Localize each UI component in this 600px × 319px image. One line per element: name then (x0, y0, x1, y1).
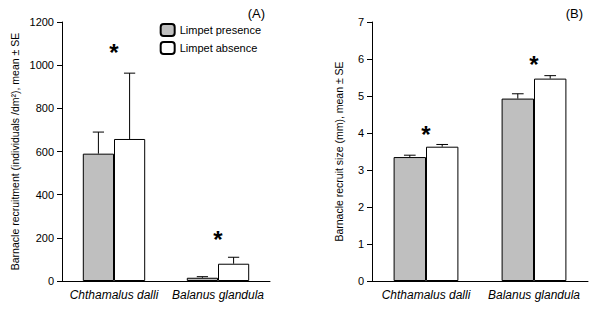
svg-text:Barnacle recruit size (mm), me: Barnacle recruit size (mm), mean ± SE (333, 61, 345, 241)
svg-text:1: 1 (358, 238, 364, 250)
svg-text:1200: 1200 (30, 16, 54, 28)
svg-text:*: * (213, 226, 223, 253)
svg-text:(A): (A) (248, 6, 265, 21)
svg-text:Chthamalus dalli: Chthamalus dalli (70, 288, 159, 302)
svg-text:3: 3 (358, 164, 364, 176)
svg-text:6: 6 (358, 53, 364, 65)
svg-text:(B): (B) (566, 6, 583, 21)
svg-text:Balanus glandula: Balanus glandula (172, 288, 264, 302)
svg-text:Chthamalus dalli: Chthamalus dalli (382, 288, 471, 302)
svg-text:400: 400 (36, 189, 54, 201)
svg-text:0: 0 (48, 275, 54, 287)
svg-text:4: 4 (358, 127, 364, 139)
svg-text:*: * (529, 51, 539, 78)
svg-text:600: 600 (36, 146, 54, 158)
svg-text:200: 200 (36, 232, 54, 244)
svg-text:7: 7 (358, 16, 364, 28)
svg-text:*: * (421, 121, 431, 148)
svg-text:800: 800 (36, 102, 54, 114)
svg-text:0: 0 (358, 275, 364, 287)
svg-text:Limpet presence: Limpet presence (180, 24, 261, 36)
svg-text:1000: 1000 (30, 59, 54, 71)
svg-text:Barnacle recruitment (individu: Barnacle recruitment (individuals /dm²),… (9, 33, 21, 270)
svg-text:*: * (109, 39, 119, 66)
svg-text:5: 5 (358, 90, 364, 102)
svg-text:Balanus glandula: Balanus glandula (488, 288, 580, 302)
svg-text:Limpet absence: Limpet absence (180, 42, 258, 54)
svg-text:2: 2 (358, 201, 364, 213)
